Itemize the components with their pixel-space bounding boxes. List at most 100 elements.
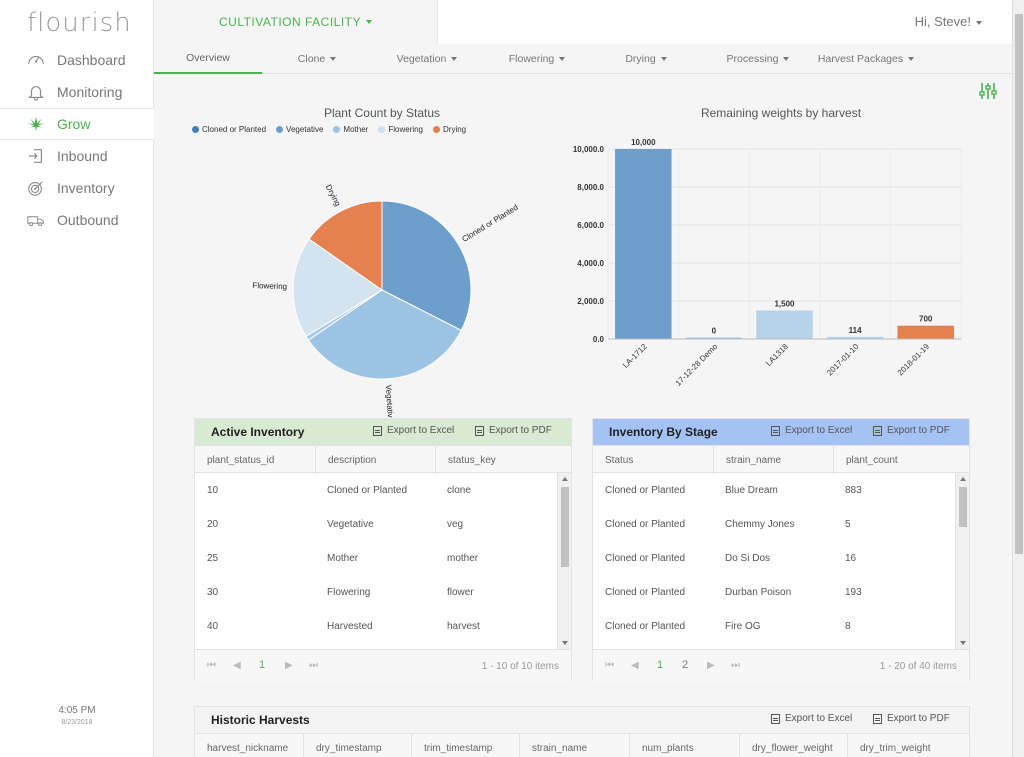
column-header[interactable]: strain_name [519, 734, 629, 757]
grid-header: plant_status_id description status_key [195, 445, 571, 474]
column-header[interactable]: harvest_nickname [207, 742, 289, 754]
first-page-icon[interactable]: ⏮ [605, 660, 614, 671]
bar[interactable] [826, 336, 884, 339]
bar[interactable] [685, 337, 743, 340]
sidebar-item-dashboard[interactable]: Dashboard [0, 44, 154, 76]
page-number[interactable]: 2 [682, 659, 689, 671]
pie-slice[interactable] [308, 200, 383, 291]
table-cell: Blue Dream [725, 484, 778, 496]
table-cell: Fire OG [725, 620, 761, 632]
sidebar-item-inbound[interactable]: Inbound [0, 140, 154, 172]
column-header[interactable]: plant_count [833, 446, 955, 474]
sidebar-item-inventory[interactable]: Inventory [0, 172, 154, 204]
inventory-by-stage-panel: Inventory By Stage Export to Excel Expor… [592, 418, 970, 683]
table-row[interactable]: Cloned or Planted Fire OG 8 [593, 609, 969, 643]
last-page-icon[interactable]: ⏭ [731, 660, 740, 671]
pie-slice[interactable] [292, 238, 383, 337]
column-header[interactable]: status_key [435, 446, 557, 474]
scroll-down-icon[interactable] [562, 641, 568, 645]
tab-flowering[interactable]: Flowering [489, 44, 585, 74]
flourish-logo[interactable]: flourish [27, 8, 132, 38]
vertical-scrollbar[interactable] [557, 473, 571, 649]
bar[interactable] [615, 149, 672, 339]
table-row[interactable]: Cloned or Planted Do Si Dos 16 [593, 541, 969, 575]
legend-item[interactable]: Vegetative [276, 125, 323, 134]
excel-file-icon [373, 425, 382, 436]
sidebar-item-grow[interactable]: Grow [0, 108, 154, 140]
next-page-icon[interactable]: ▶ [707, 660, 715, 671]
legend-item[interactable]: Drying [433, 125, 466, 134]
legend-item[interactable]: Mother [333, 125, 368, 134]
grid-pager: ⏮ ◀ 1 ▶ ⏭ 1 - 10 of 10 items [195, 649, 571, 683]
sidebar-item-monitoring[interactable]: Monitoring [0, 76, 154, 108]
tab-clone[interactable]: Clone [272, 44, 362, 74]
table-row[interactable]: Cloned or Planted Durban Poison 193 [593, 575, 969, 609]
table-row[interactable]: Cloned or Planted Chemmy Jones 5 [593, 507, 969, 541]
table-row[interactable]: 20 Vegetative veg [195, 507, 571, 541]
legend-item[interactable]: Cloned or Planted [192, 125, 266, 134]
next-page-icon[interactable]: ▶ [285, 660, 293, 671]
legend-item[interactable]: Flowering [378, 125, 423, 134]
pie-slice[interactable] [381, 200, 472, 332]
x-tick-label: LA1318 [764, 342, 790, 368]
grid-body: 10 Cloned or Planted clone 20 Vegetative… [195, 473, 571, 649]
scroll-thumb[interactable] [561, 487, 569, 567]
user-menu[interactable]: Hi, Steve! [915, 14, 982, 29]
table-cell: Vegetative [327, 518, 374, 530]
scroll-up-icon[interactable] [562, 477, 568, 481]
column-header[interactable]: num_plants [629, 734, 739, 757]
export-excel-button[interactable]: Export to Excel [373, 425, 454, 436]
sidebar-item-outbound[interactable]: Outbound [0, 204, 154, 236]
column-header[interactable]: dry_flower_weight [739, 734, 847, 757]
scroll-thumb[interactable] [959, 487, 967, 527]
bar-chart-title: Remaining weights by harvest [700, 106, 862, 120]
export-excel-button[interactable]: Export to Excel [771, 713, 852, 724]
grid-header: harvest_nickname dry_timestamp trim_time… [195, 733, 969, 757]
export-pdf-button[interactable]: Export to PDF [873, 713, 950, 724]
bar[interactable] [897, 325, 954, 339]
prev-page-icon[interactable]: ◀ [631, 660, 639, 671]
legend-label: Mother [343, 125, 369, 134]
table-row[interactable]: 40 Harvested harvest [195, 609, 571, 643]
facility-dropdown[interactable]: CULTIVATION FACILITY [154, 0, 438, 44]
table-row[interactable]: 25 Mother mother [195, 541, 571, 575]
table-row[interactable]: Cloned or Planted Blue Dream 883 [593, 473, 969, 507]
export-excel-button[interactable]: Export to Excel [771, 425, 852, 436]
export-pdf-button[interactable]: Export to PDF [475, 425, 552, 436]
scroll-up-icon[interactable] [960, 477, 966, 481]
tab-overview[interactable]: Overview [154, 44, 262, 74]
pie-slice[interactable] [307, 289, 462, 380]
column-header[interactable]: trim_timestamp [411, 734, 519, 757]
vertical-scrollbar[interactable] [955, 473, 969, 649]
table-row[interactable]: 30 Flowering flower [195, 575, 571, 609]
page-number[interactable]: 1 [657, 659, 664, 671]
page-scrollbar[interactable] [1012, 0, 1024, 757]
sliders-settings-icon[interactable] [978, 82, 998, 100]
export-label: Export to PDF [489, 425, 552, 436]
pdf-file-icon [475, 425, 484, 436]
tab-vegetation[interactable]: Vegetation [379, 44, 475, 74]
tab-drying[interactable]: Drying [604, 44, 688, 74]
active-inventory-panel: Active Inventory Export to Excel Export … [194, 418, 572, 683]
scroll-down-icon[interactable] [960, 641, 966, 645]
tab-processing[interactable]: Processing [710, 44, 806, 74]
first-page-icon[interactable]: ⏮ [207, 660, 216, 671]
column-header[interactable]: dry_timestamp [303, 734, 411, 757]
page-scroll-thumb[interactable] [1015, 14, 1023, 554]
table-row[interactable]: 10 Cloned or Planted clone [195, 473, 571, 507]
last-page-icon[interactable]: ⏭ [309, 660, 318, 671]
column-header[interactable]: strain_name [713, 446, 833, 474]
column-header[interactable]: Status [605, 454, 634, 466]
column-header[interactable]: description [315, 446, 435, 474]
prev-page-icon[interactable]: ◀ [233, 660, 241, 671]
cannabis-leaf-icon [26, 115, 46, 133]
tab-harvest-packages[interactable]: Harvest Packages [808, 44, 924, 74]
column-header[interactable]: plant_status_id [207, 454, 275, 466]
bar[interactable] [756, 310, 813, 340]
export-pdf-button[interactable]: Export to PDF [873, 425, 950, 436]
clock-time: 4:05 PM [58, 705, 96, 716]
page-number[interactable]: 1 [259, 659, 266, 671]
section-tabs: Overview Clone Vegetation Flowering Dryi… [154, 44, 1012, 74]
column-header[interactable]: dry_trim_weight [847, 734, 955, 757]
legend-dot [333, 126, 341, 133]
